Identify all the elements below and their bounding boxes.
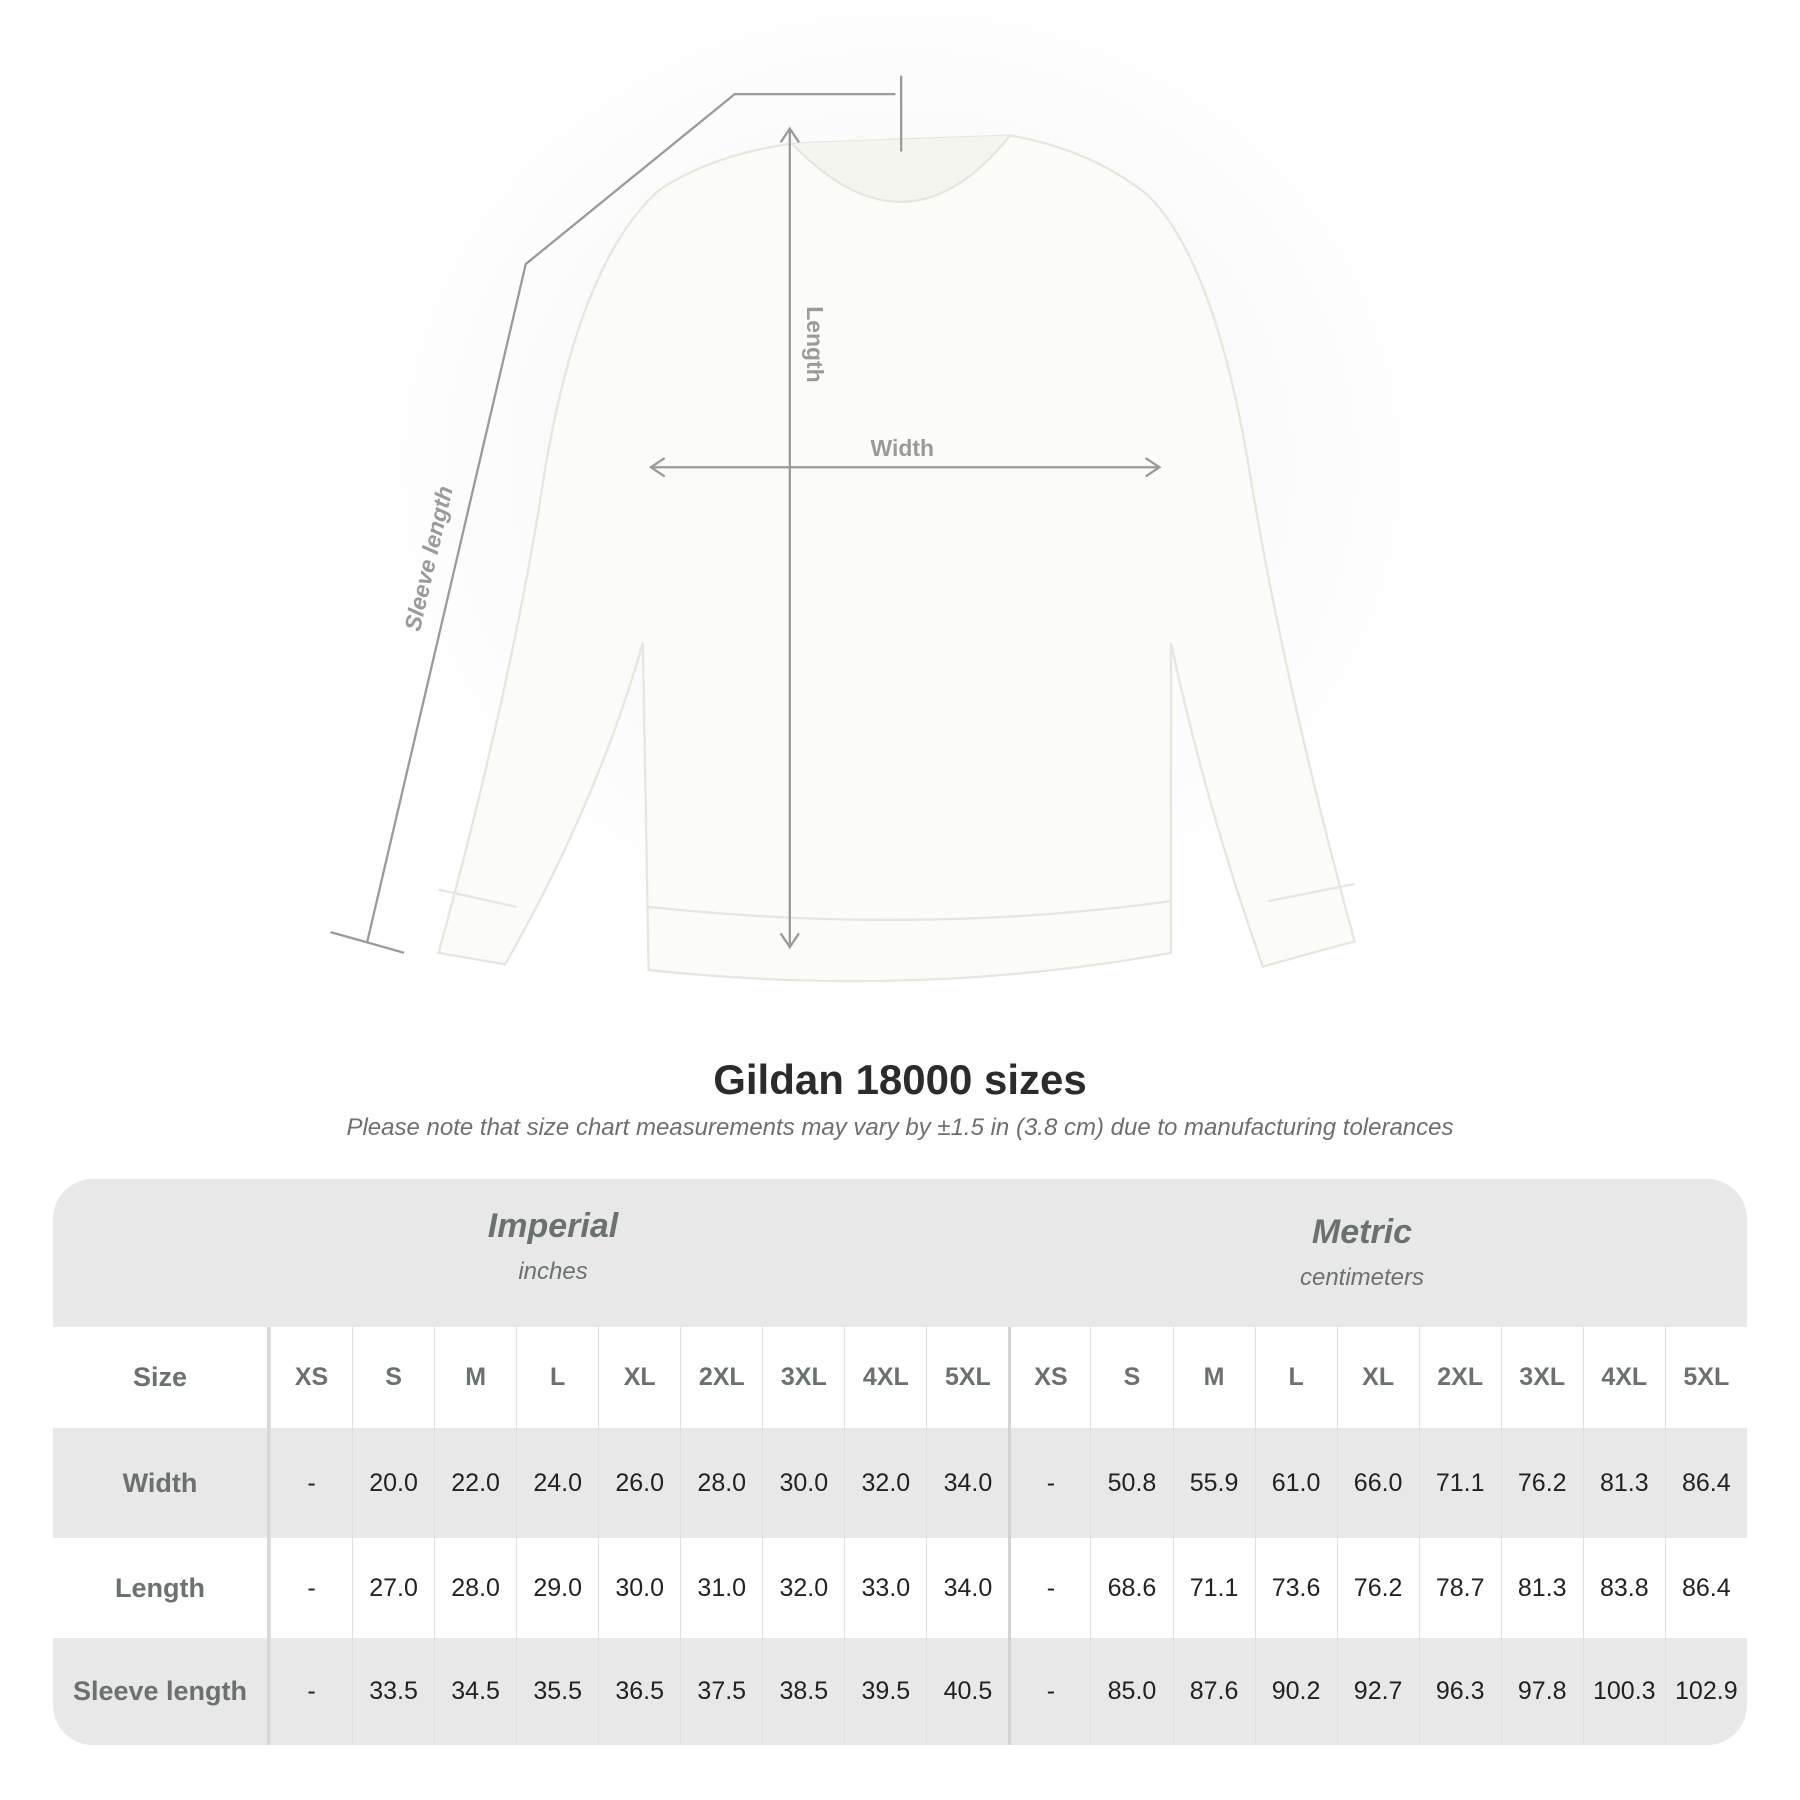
size-header-cell: XL (1336, 1327, 1419, 1428)
table-cell: 29.0 (516, 1538, 598, 1638)
table-cell: 61.0 (1254, 1428, 1337, 1538)
measurement-lines (330, 75, 1162, 954)
table-cell: - (1008, 1538, 1090, 1638)
size-header-cell: 4XL (844, 1327, 926, 1428)
size-header-cell: 5XL (926, 1327, 1008, 1428)
table-cell: 76.2 (1336, 1538, 1419, 1638)
table-cell: 78.7 (1418, 1538, 1501, 1638)
unit-header-band: Imperial inches Metric centimeters (53, 1179, 1747, 1327)
table-row: Width -20.0 22.0 24.0 26.0 28.0 30.0 32.0 34.0-5… (53, 1428, 1747, 1538)
table-cell: - (1008, 1428, 1090, 1538)
table-cell: 33.0 (844, 1538, 926, 1638)
metric-header: Metric centimeters (1162, 1213, 1562, 1292)
row-label: Width (53, 1428, 270, 1538)
table-cell: 34.0 (926, 1538, 1008, 1638)
size-header-cell: 5XL (1664, 1327, 1747, 1428)
table-cell: 102.9 (1664, 1638, 1747, 1745)
size-header-cell: M (434, 1327, 516, 1428)
table-cell: 86.4 (1664, 1538, 1747, 1638)
table-cell: 39.5 (844, 1638, 926, 1745)
sweatshirt-illustration: Length Width Sleeve length (330, 0, 1470, 1034)
table-cell: 55.9 (1172, 1428, 1255, 1538)
size-header-cell: 2XL (1418, 1327, 1501, 1428)
table-cell: 32.0 (762, 1538, 844, 1638)
imperial-title: Imperial (487, 1207, 619, 1245)
table-cell: 31.0 (680, 1538, 762, 1638)
table-cell: 37.5 (680, 1638, 762, 1745)
sleeve-bottom-tick (330, 931, 405, 954)
table-row: Length -27.0 28.0 29.0 30.0 31.0 32.0 33.0 34.0-… (53, 1538, 1747, 1638)
size-table: Imperial inches Metric centimeters Size … (53, 1179, 1747, 1745)
metric-title: Metric (1311, 1213, 1413, 1251)
table-cell: 34.0 (926, 1428, 1008, 1538)
size-header-cell: 3XL (762, 1327, 844, 1428)
table-cell: 71.1 (1172, 1538, 1255, 1638)
size-header-cell: L (516, 1327, 598, 1428)
size-header-cell: M (1172, 1327, 1255, 1428)
size-header-cell: XS (1008, 1327, 1090, 1428)
table-cell: 76.2 (1500, 1428, 1583, 1538)
metric-unit: centimeters (1299, 1264, 1425, 1291)
table-cell: 92.7 (1336, 1638, 1419, 1745)
table-cell: 38.5 (762, 1638, 844, 1745)
table-cell: 50.8 (1090, 1428, 1172, 1538)
row-label: Sleeve length (53, 1638, 270, 1745)
table-cell: - (270, 1428, 352, 1538)
table-cell: - (1008, 1638, 1090, 1745)
table-cell: 81.3 (1582, 1428, 1665, 1538)
table-cell: 24.0 (516, 1428, 598, 1538)
table-cell: 22.0 (434, 1428, 516, 1538)
table-cell: 30.0 (598, 1538, 680, 1638)
size-header-cell: XL (598, 1327, 680, 1428)
table-cell: 35.5 (516, 1638, 598, 1745)
size-header-cell: XS (270, 1327, 352, 1428)
table-cell: 32.0 (844, 1428, 926, 1538)
sleeve-length-line (366, 93, 896, 942)
table-cell: 96.3 (1418, 1638, 1501, 1745)
length-label: Length (802, 306, 828, 382)
size-header-cell: 2XL (680, 1327, 762, 1428)
table-cell: 40.5 (926, 1638, 1008, 1745)
table-cell: 28.0 (680, 1428, 762, 1538)
size-header-cell: S (1090, 1327, 1172, 1428)
table-cell: 97.8 (1500, 1638, 1583, 1745)
tolerance-note: Please note that size chart measurements… (346, 1114, 1454, 1141)
table-cell: 100.3 (1582, 1638, 1665, 1745)
table-cell: 30.0 (762, 1428, 844, 1538)
size-header-cell: S (352, 1327, 434, 1428)
table-cell: 28.0 (434, 1538, 516, 1638)
table-row: Sleeve length -33.5 34.5 35.5 36.5 37.5 38.5 39… (53, 1638, 1747, 1745)
table-cell: 33.5 (352, 1638, 434, 1745)
row-label: Length (53, 1538, 270, 1638)
table-cell: 86.4 (1664, 1428, 1747, 1538)
table-cell: 34.5 (434, 1638, 516, 1745)
table-cell: 73.6 (1254, 1538, 1337, 1638)
table-cell: 87.6 (1172, 1638, 1255, 1745)
table-cell: 36.5 (598, 1638, 680, 1745)
table-cell: 83.8 (1582, 1538, 1665, 1638)
table-cell: 26.0 (598, 1428, 680, 1538)
imperial-header: Imperial inches (353, 1207, 753, 1286)
imperial-unit: inches (518, 1258, 588, 1285)
table-cell: 27.0 (352, 1538, 434, 1638)
table-cell: 68.6 (1090, 1538, 1172, 1638)
size-header-row: Size XS S M L XL 2XL 3XL 4XL 5XL XS S M L XL 2XL 3XL 4XL… (53, 1327, 1747, 1428)
table-cell: 20.0 (352, 1428, 434, 1538)
size-header-cell: 4XL (1582, 1327, 1665, 1428)
table-cell: 71.1 (1418, 1428, 1501, 1538)
table-cell: 85.0 (1090, 1638, 1172, 1745)
size-header-cell: 3XL (1500, 1327, 1583, 1428)
table-cell: 66.0 (1336, 1428, 1419, 1538)
size-header-cell: L (1254, 1327, 1337, 1428)
size-label: Size (53, 1327, 270, 1428)
width-label: Width (871, 435, 934, 461)
table-cell: - (270, 1538, 352, 1638)
page-title: Gildan 18000 sizes (713, 1056, 1087, 1103)
table-cell: 81.3 (1500, 1538, 1583, 1638)
table-cell: - (270, 1638, 352, 1745)
table-cell: 90.2 (1254, 1638, 1337, 1745)
sweatshirt (437, 134, 1357, 983)
